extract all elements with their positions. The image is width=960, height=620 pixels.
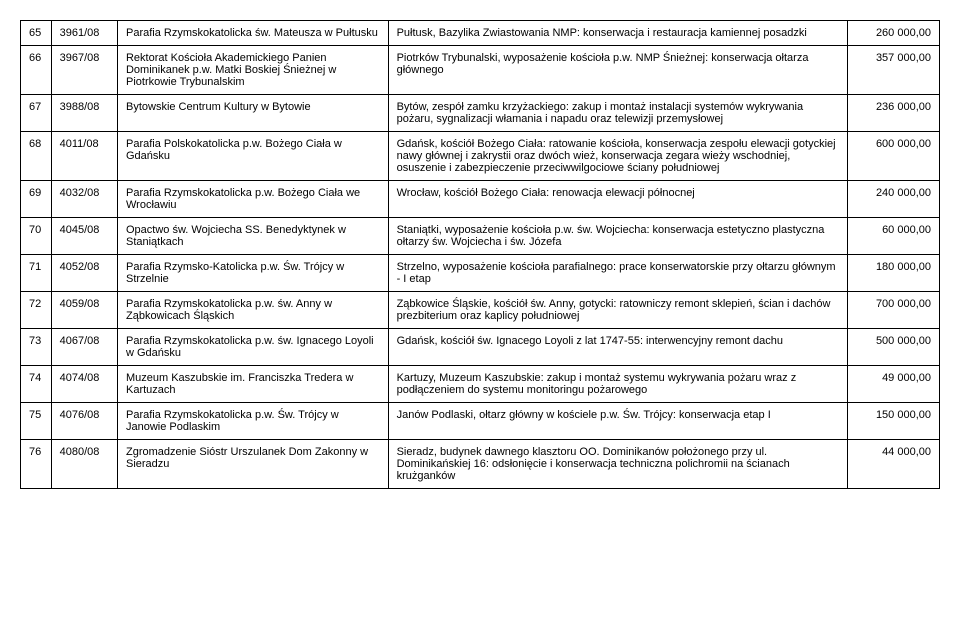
table-row: 744074/08Muzeum Kaszubskie im. Franciszk… (21, 366, 940, 403)
table-row: 754076/08Parafia Rzymskokatolicka p.w. Ś… (21, 403, 940, 440)
amount: 260 000,00 (848, 21, 940, 46)
case-id: 3988/08 (51, 95, 117, 132)
description: Pułtusk, Bazylika Zwiastowania NMP: kons… (388, 21, 848, 46)
amount: 500 000,00 (848, 329, 940, 366)
table-row: 684011/08Parafia Polskokatolicka p.w. Bo… (21, 132, 940, 181)
description: Janów Podlaski, ołtarz główny w kościele… (388, 403, 848, 440)
row-number: 70 (21, 218, 52, 255)
amount: 150 000,00 (848, 403, 940, 440)
row-number: 74 (21, 366, 52, 403)
row-number: 71 (21, 255, 52, 292)
table-row: 663967/08Rektorat Kościoła Akademickiego… (21, 46, 940, 95)
entity-name: Parafia Rzymskokatolicka p.w. Bożego Cia… (117, 181, 388, 218)
amount: 240 000,00 (848, 181, 940, 218)
amount: 60 000,00 (848, 218, 940, 255)
row-number: 68 (21, 132, 52, 181)
table-row: 724059/08Parafia Rzymskokatolicka p.w. ś… (21, 292, 940, 329)
entity-name: Opactwo św. Wojciecha SS. Benedyktynek w… (117, 218, 388, 255)
amount: 236 000,00 (848, 95, 940, 132)
amount: 600 000,00 (848, 132, 940, 181)
table-row: 734067/08Parafia Rzymskokatolicka p.w. ś… (21, 329, 940, 366)
case-id: 4076/08 (51, 403, 117, 440)
amount: 49 000,00 (848, 366, 940, 403)
case-id: 4011/08 (51, 132, 117, 181)
amount: 700 000,00 (848, 292, 940, 329)
row-number: 72 (21, 292, 52, 329)
case-id: 3961/08 (51, 21, 117, 46)
amount: 357 000,00 (848, 46, 940, 95)
entity-name: Parafia Rzymsko-Katolicka p.w. Św. Trójc… (117, 255, 388, 292)
entity-name: Muzeum Kaszubskie im. Franciszka Tredera… (117, 366, 388, 403)
description: Sieradz, budynek dawnego klasztoru OO. D… (388, 440, 848, 489)
entity-name: Parafia Rzymskokatolicka p.w. św. Ignace… (117, 329, 388, 366)
grants-table: 653961/08Parafia Rzymskokatolicka św. Ma… (20, 20, 940, 489)
table-row: 653961/08Parafia Rzymskokatolicka św. Ma… (21, 21, 940, 46)
row-number: 67 (21, 95, 52, 132)
entity-name: Zgromadzenie Sióstr Urszulanek Dom Zakon… (117, 440, 388, 489)
description: Gdańsk, kościół Bożego Ciała: ratowanie … (388, 132, 848, 181)
description: Gdańsk, kościół św. Ignacego Loyoli z la… (388, 329, 848, 366)
description: Piotrków Trybunalski, wyposażenie kościo… (388, 46, 848, 95)
row-number: 76 (21, 440, 52, 489)
description: Staniątki, wyposażenie kościoła p.w. św.… (388, 218, 848, 255)
amount: 180 000,00 (848, 255, 940, 292)
case-id: 4032/08 (51, 181, 117, 218)
table-row: 764080/08Zgromadzenie Sióstr Urszulanek … (21, 440, 940, 489)
case-id: 4067/08 (51, 329, 117, 366)
case-id: 4080/08 (51, 440, 117, 489)
amount: 44 000,00 (848, 440, 940, 489)
description: Kartuzy, Muzeum Kaszubskie: zakup i mont… (388, 366, 848, 403)
case-id: 3967/08 (51, 46, 117, 95)
table-row: 694032/08Parafia Rzymskokatolicka p.w. B… (21, 181, 940, 218)
description: Bytów, zespół zamku krzyżackiego: zakup … (388, 95, 848, 132)
row-number: 65 (21, 21, 52, 46)
row-number: 73 (21, 329, 52, 366)
table-row: 714052/08Parafia Rzymsko-Katolicka p.w. … (21, 255, 940, 292)
entity-name: Parafia Polskokatolicka p.w. Bożego Ciał… (117, 132, 388, 181)
description: Ząbkowice Śląskie, kościół św. Anny, got… (388, 292, 848, 329)
entity-name: Bytowskie Centrum Kultury w Bytowie (117, 95, 388, 132)
description: Strzelno, wyposażenie kościoła parafialn… (388, 255, 848, 292)
entity-name: Parafia Rzymskokatolicka p.w. św. Anny w… (117, 292, 388, 329)
case-id: 4052/08 (51, 255, 117, 292)
table-row: 673988/08Bytowskie Centrum Kultury w Byt… (21, 95, 940, 132)
table-body: 653961/08Parafia Rzymskokatolicka św. Ma… (21, 21, 940, 489)
case-id: 4059/08 (51, 292, 117, 329)
row-number: 75 (21, 403, 52, 440)
case-id: 4074/08 (51, 366, 117, 403)
entity-name: Parafia Rzymskokatolicka św. Mateusza w … (117, 21, 388, 46)
entity-name: Rektorat Kościoła Akademickiego Panien D… (117, 46, 388, 95)
row-number: 66 (21, 46, 52, 95)
table-row: 704045/08Opactwo św. Wojciecha SS. Bened… (21, 218, 940, 255)
case-id: 4045/08 (51, 218, 117, 255)
description: Wrocław, kościół Bożego Ciała: renowacja… (388, 181, 848, 218)
entity-name: Parafia Rzymskokatolicka p.w. Św. Trójcy… (117, 403, 388, 440)
row-number: 69 (21, 181, 52, 218)
